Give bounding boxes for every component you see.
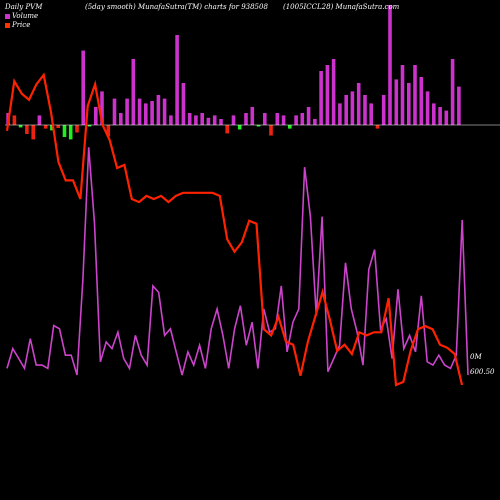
volume-bar — [325, 65, 330, 125]
volume-bar — [256, 125, 261, 127]
volume-bar — [457, 86, 461, 125]
volume-bar — [100, 91, 104, 125]
volume-bar — [94, 107, 98, 125]
volume-bar — [438, 107, 442, 125]
volume-zero-label: 0M — [470, 353, 482, 361]
volume-bar — [275, 113, 280, 125]
volume-bar — [119, 113, 123, 125]
volume-bar — [75, 125, 79, 133]
volume-bar — [300, 113, 305, 125]
volume-bar — [244, 113, 248, 125]
volume-bars — [6, 5, 461, 140]
header-left: Daily PVM — [5, 3, 43, 11]
volume-bar — [50, 125, 54, 131]
volume-bar — [144, 103, 148, 125]
volume-bar — [187, 113, 192, 125]
volume-bar — [87, 125, 92, 127]
volume-bar — [131, 59, 136, 125]
volume-bar — [363, 95, 367, 125]
volume-bar — [250, 107, 255, 125]
volume-bar — [400, 65, 405, 125]
legend-volume-label: Volume — [12, 12, 39, 20]
volume-bar — [37, 115, 42, 125]
volume-bar — [381, 95, 386, 125]
volume-bar — [169, 115, 173, 125]
volume-bar — [319, 71, 323, 125]
volume-bar — [237, 125, 242, 130]
volume-bar — [413, 65, 417, 125]
legend-volume: Volume — [5, 12, 38, 20]
volume-bar — [31, 125, 35, 140]
volume-bar — [338, 103, 342, 125]
volume-bar — [356, 83, 361, 125]
volume-bar — [444, 110, 449, 125]
volume-bar — [294, 115, 298, 125]
legend-price-swatch — [5, 22, 10, 28]
volume-bar — [281, 115, 286, 125]
header-title: (5day smooth) MunafaSutra(TM) charts for… — [85, 3, 268, 11]
volume-bar — [263, 113, 267, 125]
volume-bar — [194, 115, 198, 125]
volume-bar — [419, 77, 424, 125]
volume-bar — [206, 117, 211, 125]
header-site: (1005ICCL28) MunafaSutra.com — [283, 3, 400, 11]
volume-bar — [106, 125, 111, 137]
volume-bar — [394, 79, 399, 125]
volume-bar — [450, 59, 455, 125]
price-axis-label: 600.50 — [470, 368, 495, 376]
volume-bar — [125, 98, 129, 125]
volume-bar — [344, 95, 348, 125]
volume-bar — [12, 115, 17, 125]
volume-bar — [18, 125, 23, 128]
volume-bar — [375, 125, 380, 129]
volume-bar — [225, 125, 229, 134]
price-line — [5, 72, 464, 387]
pvm-line — [6, 147, 469, 376]
volume-bar — [313, 119, 317, 125]
volume-bar — [388, 5, 392, 125]
volume-bar — [212, 115, 217, 125]
volume-bar — [432, 103, 436, 125]
volume-bar — [112, 98, 117, 125]
volume-bar — [331, 59, 336, 125]
volume-bar — [288, 125, 292, 129]
volume-bar — [62, 125, 67, 137]
volume-bar — [81, 50, 85, 125]
legend-volume-swatch — [5, 13, 10, 19]
volume-bar — [369, 103, 373, 125]
volume-bar — [231, 115, 236, 125]
volume-bar — [269, 125, 273, 136]
volume-bar — [200, 113, 204, 125]
volume-bar — [219, 119, 223, 125]
legend-price: Price — [5, 21, 30, 29]
volume-bar — [407, 83, 411, 125]
volume-bar — [181, 83, 186, 125]
volume-bar — [56, 125, 60, 128]
volume-bar — [137, 98, 142, 125]
volume-bar — [175, 35, 179, 125]
volume-bar — [350, 91, 355, 125]
volume-bar — [43, 125, 48, 129]
volume-bar — [162, 98, 167, 125]
volume-bar — [68, 125, 73, 140]
volume-bar — [25, 125, 29, 134]
volume-bar — [156, 95, 161, 125]
volume-bar — [306, 107, 311, 125]
volume-bar — [150, 101, 154, 125]
volume-bar — [425, 91, 430, 125]
legend-price-label: Price — [12, 21, 31, 29]
